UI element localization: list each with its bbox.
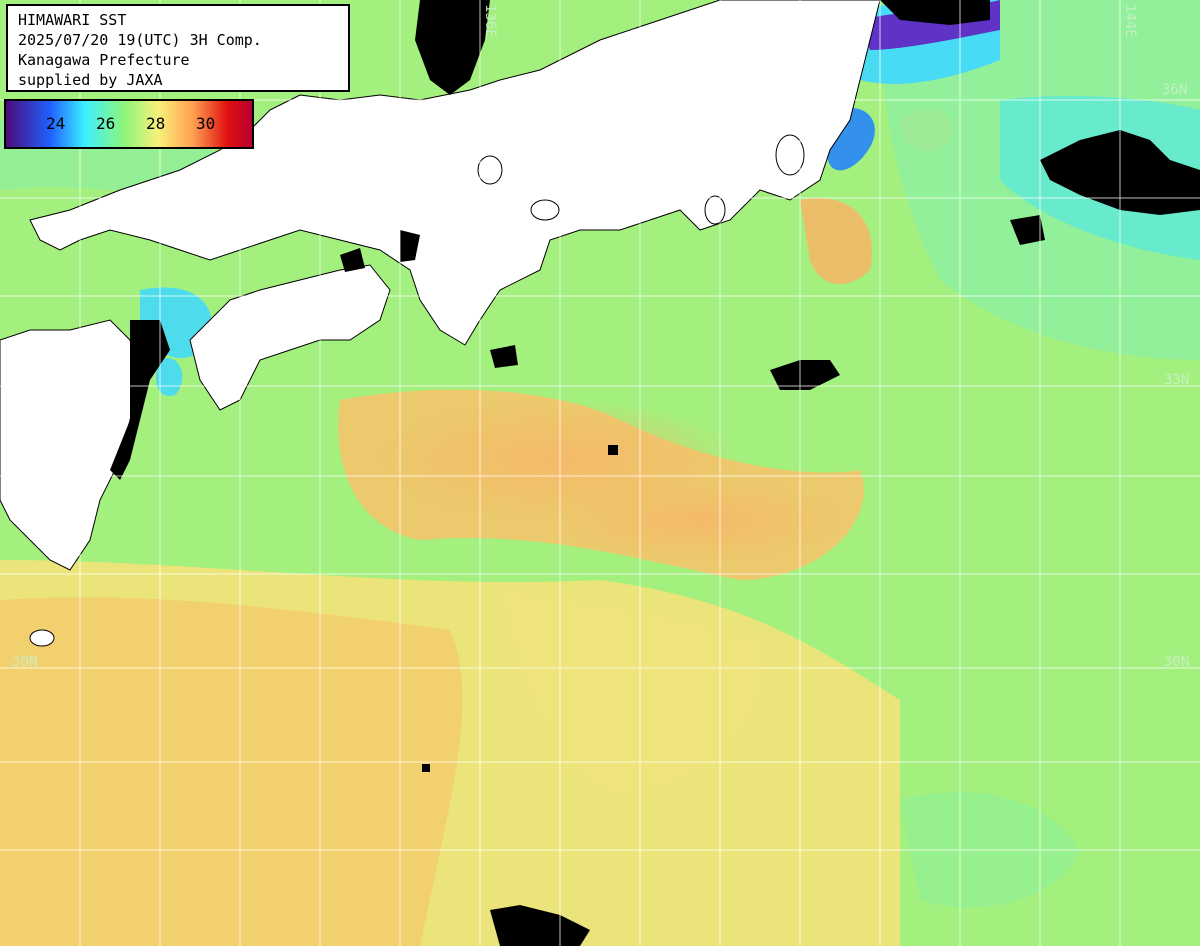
legend-tick-28: 28 — [146, 114, 166, 133]
cloud-masks — [110, 0, 1200, 946]
island-5 — [704, 195, 726, 225]
legend-tick-26: 26 — [96, 114, 116, 133]
grid-label-36n: 36N — [1162, 82, 1188, 98]
legend-gradient — [6, 101, 252, 147]
supplier-text: supplied by JAXA — [18, 71, 163, 89]
legend-tick-30: 30 — [196, 114, 216, 133]
honshu-land — [29, 0, 881, 346]
color-legend: 24 26 28 30 — [4, 99, 254, 149]
island-3 — [530, 199, 560, 221]
island-4 — [775, 134, 805, 176]
grid-label-136e: 136E — [482, 4, 498, 38]
grid-label-30n-left: 30N — [12, 654, 38, 670]
legend-tick-24: 24 — [46, 114, 66, 133]
island-small — [29, 629, 55, 647]
grid-label-33n: 33N — [1164, 372, 1190, 388]
timestamp-text: 2025/07/20 19(UTC) 3H Comp. — [18, 31, 262, 49]
kyushu-land — [0, 319, 141, 571]
island-2 — [477, 155, 503, 185]
product-title: HIMAWARI SST — [18, 11, 127, 29]
info-box: HIMAWARI SST 2025/07/20 19(UTC) 3H Comp.… — [6, 4, 350, 92]
region-text: Kanagawa Prefecture — [18, 51, 190, 69]
grid-label-30n-right: 30N — [1164, 654, 1190, 670]
grid-label-144e: 144E — [1122, 4, 1138, 38]
